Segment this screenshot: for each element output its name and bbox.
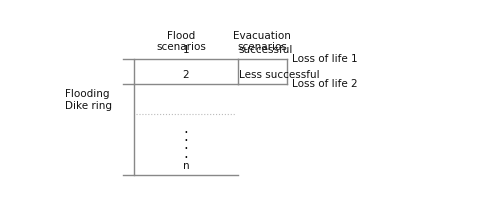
Text: .: .	[184, 129, 189, 144]
Text: Flood
scenarios: Flood scenarios	[156, 31, 206, 52]
Text: Evacuation
scenarios: Evacuation scenarios	[233, 31, 291, 52]
Text: 2: 2	[183, 70, 190, 80]
Text: .: .	[184, 146, 189, 161]
Text: Flooding
Dike ring: Flooding Dike ring	[65, 89, 111, 111]
Text: successful: successful	[239, 45, 293, 55]
Text: .: .	[184, 138, 189, 152]
Text: Less successful: Less successful	[239, 70, 319, 80]
Text: Loss of life 1: Loss of life 1	[293, 54, 358, 64]
Text: Loss of life 2: Loss of life 2	[293, 79, 358, 89]
Text: .: .	[184, 121, 189, 136]
Text: n: n	[183, 161, 190, 171]
Text: 1: 1	[183, 45, 190, 55]
